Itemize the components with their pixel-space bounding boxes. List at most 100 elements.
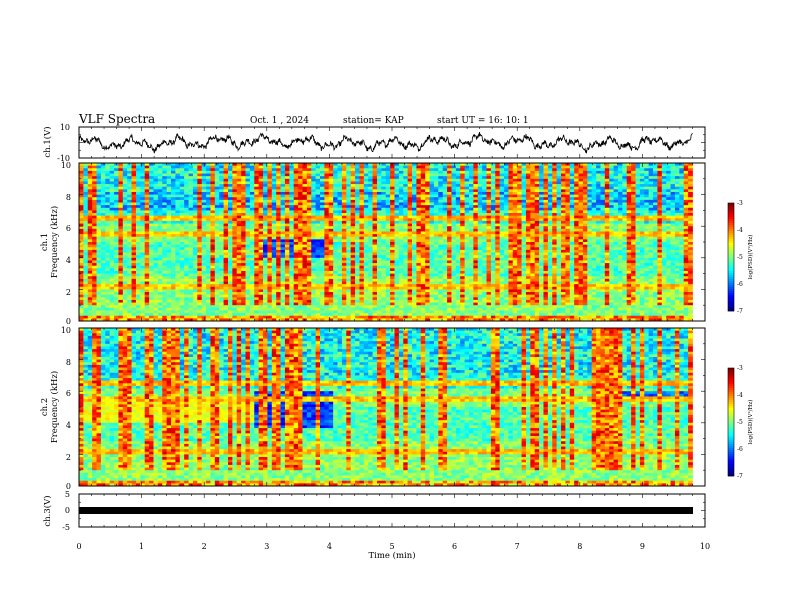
spec1-cell: [307, 279, 312, 282]
spec1-cell: [338, 218, 343, 221]
spec1-cell: [259, 189, 264, 192]
spec1-cell: [79, 205, 84, 208]
spec1-cell: [254, 263, 259, 266]
spec1-cell: [215, 229, 220, 232]
spec1-cell: [267, 192, 272, 195]
spec1-cell: [197, 237, 202, 240]
spec1-cell: [241, 305, 246, 308]
spec1-cell: [88, 239, 93, 242]
spec1-cell: [189, 189, 194, 192]
spec1-cell: [171, 197, 176, 200]
spec1-cell: [127, 216, 132, 219]
spec1-cell: [324, 195, 329, 198]
spec1-cell: [92, 237, 97, 240]
spec1-cell: [263, 300, 268, 303]
spec1-cell: [224, 221, 229, 224]
spec1-cell: [232, 242, 237, 245]
spec1-cell: [289, 287, 294, 290]
spec1-cell: [324, 300, 329, 303]
spec1-cell: [153, 295, 158, 298]
spec1-cell: [88, 192, 93, 195]
spec1-cell: [175, 218, 180, 221]
spec1-cell: [88, 284, 93, 287]
spec1-cell: [237, 242, 242, 245]
spec1-cell: [338, 205, 343, 208]
spec1-cell: [215, 226, 220, 229]
spec1-cell: [259, 231, 264, 234]
spec1-cell: [136, 184, 141, 187]
spec1-cell: [298, 276, 303, 279]
spec1-cell: [294, 203, 299, 206]
spec1-cell: [180, 166, 185, 169]
spec1-cell: [180, 216, 185, 219]
spec1-cell: [180, 289, 185, 292]
spec1-cell: [316, 229, 321, 232]
spec1-cell: [342, 245, 347, 248]
spec1-cell: [320, 234, 325, 237]
spec1-cell: [324, 260, 329, 263]
spec1-cell: [224, 268, 229, 271]
spec1-cell: [79, 250, 84, 253]
spec1-cell: [153, 247, 158, 250]
spec1-cell: [153, 297, 158, 300]
spec1-cell: [180, 258, 185, 261]
spec1-cell: [92, 218, 97, 221]
spec1-cell: [232, 229, 237, 232]
spec1-cell: [167, 250, 172, 253]
spec1-cell: [97, 255, 102, 258]
spec1-cell: [83, 226, 88, 229]
spec1-cell: [83, 197, 88, 200]
spec1-cell: [136, 282, 141, 285]
spec1-cell: [140, 247, 145, 250]
spec1-cell: [149, 192, 154, 195]
spec1-cell: [140, 313, 145, 316]
spec1-cell: [342, 200, 347, 203]
spec1-cell: [298, 253, 303, 256]
spec1-cell: [259, 205, 264, 208]
spec1-cell: [101, 303, 106, 306]
spec1-cell: [228, 247, 233, 250]
spec1-cell: [272, 292, 277, 295]
spec1-cell: [241, 263, 246, 266]
spec1-cell: [197, 195, 202, 198]
spec1-cell: [224, 234, 229, 237]
spec1-cell: [241, 253, 246, 256]
spec1-cell: [285, 279, 290, 282]
spec1-cell: [316, 282, 321, 285]
spec1-cell: [333, 187, 338, 190]
spec1-cell: [281, 305, 286, 308]
spec1-cell: [302, 295, 307, 298]
spec1-cell: [329, 234, 334, 237]
spec1-cell: [246, 255, 251, 258]
spec1-cell: [79, 263, 84, 266]
station-label: station= KAP: [343, 116, 404, 126]
spec1-cell: [88, 229, 93, 232]
spec1-cell: [158, 260, 163, 263]
spec1-cell: [127, 221, 132, 224]
spec1-cell: [114, 218, 119, 221]
spec1-cell: [140, 181, 145, 184]
spec1-cell: [158, 305, 163, 308]
spec1-cell: [241, 216, 246, 219]
spec1-cell: [184, 279, 189, 282]
spec1-cell: [79, 166, 84, 169]
spec1-cell: [180, 300, 185, 303]
spec1-cell: [158, 250, 163, 253]
spec1-cell: [324, 231, 329, 234]
spec1-cell: [329, 205, 334, 208]
spec1-cell: [219, 239, 224, 242]
spec1-cell: [145, 287, 150, 290]
spec1-cell: [145, 282, 150, 285]
spec1-cell: [307, 192, 312, 195]
start-time-label: start UT = 16: 10: 1: [437, 116, 529, 126]
spec1-cell: [219, 284, 224, 287]
spec1-cell: [241, 268, 246, 271]
spec1-cell: [224, 192, 229, 195]
spec1-cell: [171, 231, 176, 234]
spec1-cell: [118, 295, 123, 298]
spec1-cell: [254, 203, 259, 206]
spec1-cell: [307, 239, 312, 242]
spec1-cell: [145, 189, 150, 192]
spec1-cell: [316, 271, 321, 274]
spec1-cell: [250, 289, 255, 292]
